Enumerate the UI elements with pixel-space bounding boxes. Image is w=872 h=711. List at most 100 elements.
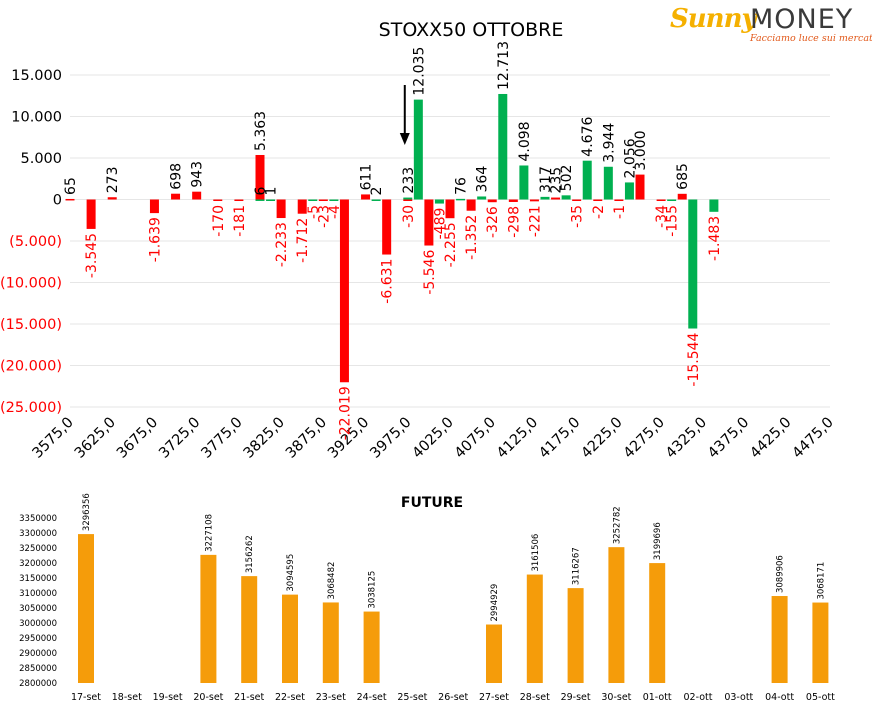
data-label: 611 xyxy=(359,164,375,191)
future-x-tick-label: 25-set xyxy=(397,692,427,703)
data-label: 65 xyxy=(63,177,79,195)
future-title: FUTURE xyxy=(401,495,463,511)
data-label: -23 xyxy=(316,205,332,228)
future-value-label: 3156262 xyxy=(245,535,255,573)
future-value-label: 3068482 xyxy=(327,562,337,600)
bar xyxy=(308,199,318,201)
future-value-label: 3199696 xyxy=(653,522,663,560)
future-y-tick-label: 2900000 xyxy=(19,649,57,659)
bar xyxy=(403,197,413,200)
bar xyxy=(529,199,539,202)
future-bar xyxy=(649,563,666,683)
data-label: -15.544 xyxy=(686,332,702,386)
future-bar xyxy=(200,554,217,683)
data-label: -4 xyxy=(327,205,343,219)
data-label: -22.019 xyxy=(337,386,353,440)
bar xyxy=(624,182,634,200)
bar xyxy=(498,93,508,200)
future-value-label: 3296356 xyxy=(82,493,92,531)
bar xyxy=(213,199,223,201)
y-tick-label: 5.000 xyxy=(20,151,62,167)
future-bar xyxy=(526,574,543,683)
bar xyxy=(445,199,455,219)
data-label: 12.713 xyxy=(496,41,512,90)
bar xyxy=(297,199,307,214)
data-label: -6.631 xyxy=(380,259,396,304)
stoxx50-options-chart: STOXX50 OTTOBRE 15.000 10.000 5.000 0 (5.000)… xyxy=(0,19,837,462)
future-y-tick-label: 2950000 xyxy=(19,634,57,644)
future-y-tick-label: 3150000 xyxy=(19,574,57,584)
data-label: 3.000 xyxy=(633,131,649,171)
data-label: 364 xyxy=(475,166,491,193)
data-label: -155 xyxy=(665,205,681,237)
future-x-tick-label: 19-set xyxy=(153,692,183,703)
bar xyxy=(677,193,687,200)
bar xyxy=(276,199,286,219)
data-label: -5.546 xyxy=(422,249,438,294)
data-label: -1.483 xyxy=(707,216,723,261)
data-label: 235 xyxy=(549,167,565,194)
bar xyxy=(339,199,349,383)
future-value-label: 3227108 xyxy=(204,514,214,552)
future-y-tick-label: 3250000 xyxy=(19,544,57,554)
y-tick-label: (5.000) xyxy=(9,234,62,250)
y-tick-label: (10.000) xyxy=(0,276,62,292)
bar xyxy=(572,199,582,201)
bar xyxy=(403,199,413,201)
future-x-tick-label: 30-set xyxy=(601,692,631,703)
bar xyxy=(86,199,96,229)
data-label: -35 xyxy=(570,205,586,228)
data-label: -170 xyxy=(211,205,227,237)
y-tick-label: (25.000) xyxy=(0,400,62,416)
bar xyxy=(361,194,371,200)
data-label: 3.944 xyxy=(601,123,617,163)
data-label: -326 xyxy=(485,206,501,238)
future-y-tick-label: 3050000 xyxy=(19,604,57,614)
data-label: 12.035 xyxy=(411,47,427,96)
future-value-label: 3161506 xyxy=(531,534,541,572)
data-label: -5 xyxy=(306,205,322,219)
data-label: 233 xyxy=(401,167,417,194)
future-value-label: 3094595 xyxy=(286,554,296,592)
future-x-tick-label: 21-set xyxy=(234,692,264,703)
bar xyxy=(107,197,117,200)
y-tick-label: (20.000) xyxy=(0,359,62,375)
future-x-tick-label: 26-set xyxy=(438,692,468,703)
data-label: 6 xyxy=(253,186,269,195)
bar xyxy=(234,199,244,202)
y-tick-label: 15.000 xyxy=(11,68,62,84)
future-bar xyxy=(608,547,625,683)
bar xyxy=(635,174,645,200)
bar xyxy=(371,199,381,201)
future-value-label: 2994929 xyxy=(490,584,500,622)
future-x-tick-label: 28-set xyxy=(520,692,550,703)
bar xyxy=(65,198,75,201)
bar xyxy=(466,199,476,211)
data-label: -2 xyxy=(591,205,607,219)
future-bar xyxy=(363,611,380,683)
future-x-tick-label: 17-set xyxy=(71,692,101,703)
bar xyxy=(614,199,624,201)
bar xyxy=(266,199,276,201)
data-label: -1.712 xyxy=(295,218,311,263)
future-x-tick-label: 03-ott xyxy=(724,692,753,703)
bar xyxy=(508,199,518,202)
data-label: -1.639 xyxy=(147,217,163,262)
y-tick-label: 0 xyxy=(53,193,62,209)
bar xyxy=(171,193,181,200)
future-bar xyxy=(282,594,298,683)
data-label: -489 xyxy=(432,208,448,240)
data-label: 5.363 xyxy=(253,111,269,151)
future-x-tick-label: 02-ott xyxy=(684,692,713,703)
future-bar xyxy=(567,588,584,683)
bar xyxy=(149,199,159,214)
bar xyxy=(434,199,444,204)
logo-tagline: Facciamo luce sui mercati xyxy=(750,33,872,44)
bar xyxy=(519,165,529,200)
future-y-tick-label: 3200000 xyxy=(19,559,57,569)
bar xyxy=(582,160,592,200)
logo-money-text: MONEY xyxy=(750,4,854,35)
future-value-label: 3116267 xyxy=(572,547,582,585)
future-y-tick-label: 2800000 xyxy=(19,679,57,689)
